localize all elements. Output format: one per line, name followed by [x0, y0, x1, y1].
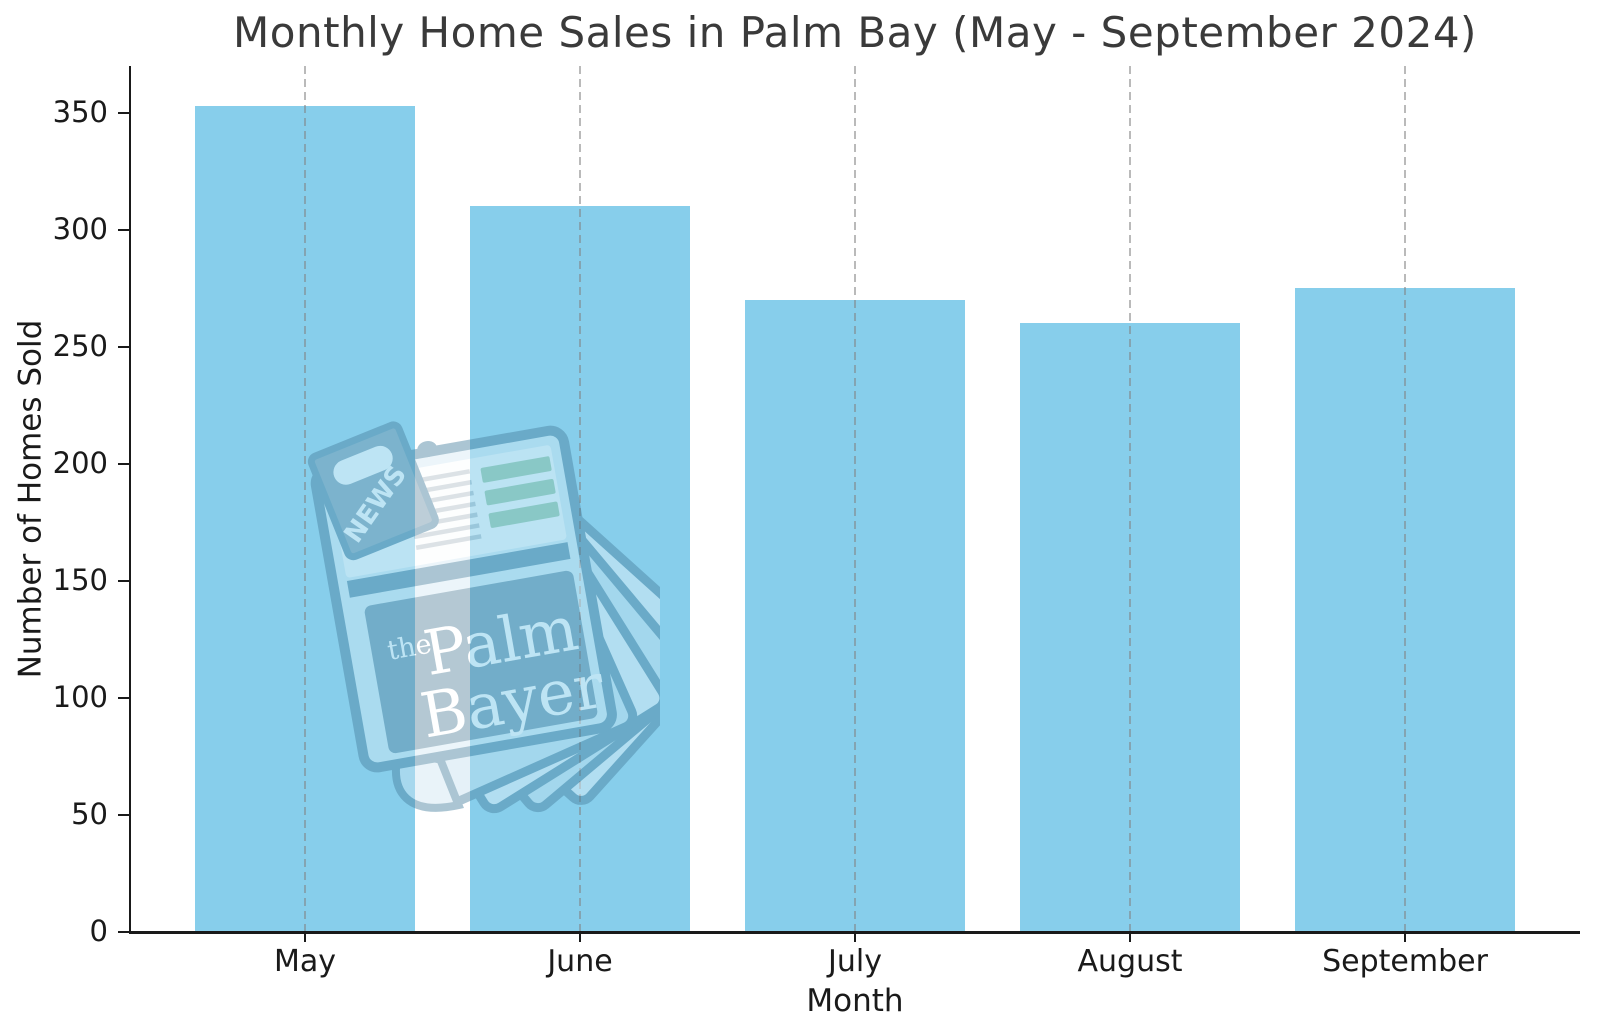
- y-tick-350: [118, 111, 129, 114]
- y-tick-label-50: 50: [71, 796, 108, 831]
- gridline-september: [1404, 66, 1406, 932]
- x-tick-may: [303, 932, 307, 942]
- y-tick-50: [118, 813, 129, 817]
- gridline-august: [1129, 66, 1131, 932]
- y-tick-label-300: 300: [52, 211, 108, 246]
- y-tick-300: [118, 228, 129, 232]
- y-axis-spine: [128, 66, 131, 932]
- x-tick-label-june: June: [547, 944, 613, 979]
- x-tick-label-may: May: [273, 944, 337, 979]
- gridline-may: [304, 66, 306, 932]
- y-tick-200: [118, 462, 129, 466]
- y-tick-label-0: 0: [89, 914, 108, 948]
- x-tick-august: [1128, 932, 1132, 942]
- x-tick-label-september: September: [1322, 944, 1488, 979]
- x-tick-september: [1403, 932, 1407, 942]
- y-tick-label-250: 250: [52, 328, 108, 363]
- y-tick-label-350: 350: [52, 94, 108, 129]
- y-tick-150: [118, 579, 129, 583]
- y-tick-250: [118, 345, 129, 349]
- gridline-june: [579, 66, 581, 932]
- x-tick-june: [578, 932, 582, 942]
- gridline-july: [854, 66, 856, 932]
- y-tick-0: [118, 930, 129, 934]
- y-axis-label: Number of Homes Sold: [12, 319, 49, 679]
- x-axis-label: Month: [806, 983, 904, 1019]
- x-tick-july: [853, 932, 857, 942]
- y-tick-label-200: 200: [52, 445, 108, 480]
- plot-area: [131, 66, 1579, 932]
- x-tick-label-july: July: [828, 944, 882, 979]
- x-tick-label-august: August: [1077, 944, 1183, 979]
- gridlines-layer: [131, 66, 1579, 932]
- y-tick-100: [118, 696, 129, 700]
- y-tick-label-150: 150: [52, 562, 108, 597]
- y-tick-label-100: 100: [52, 679, 108, 714]
- chart-title: Monthly Home Sales in Palm Bay (May - Se…: [233, 8, 1477, 57]
